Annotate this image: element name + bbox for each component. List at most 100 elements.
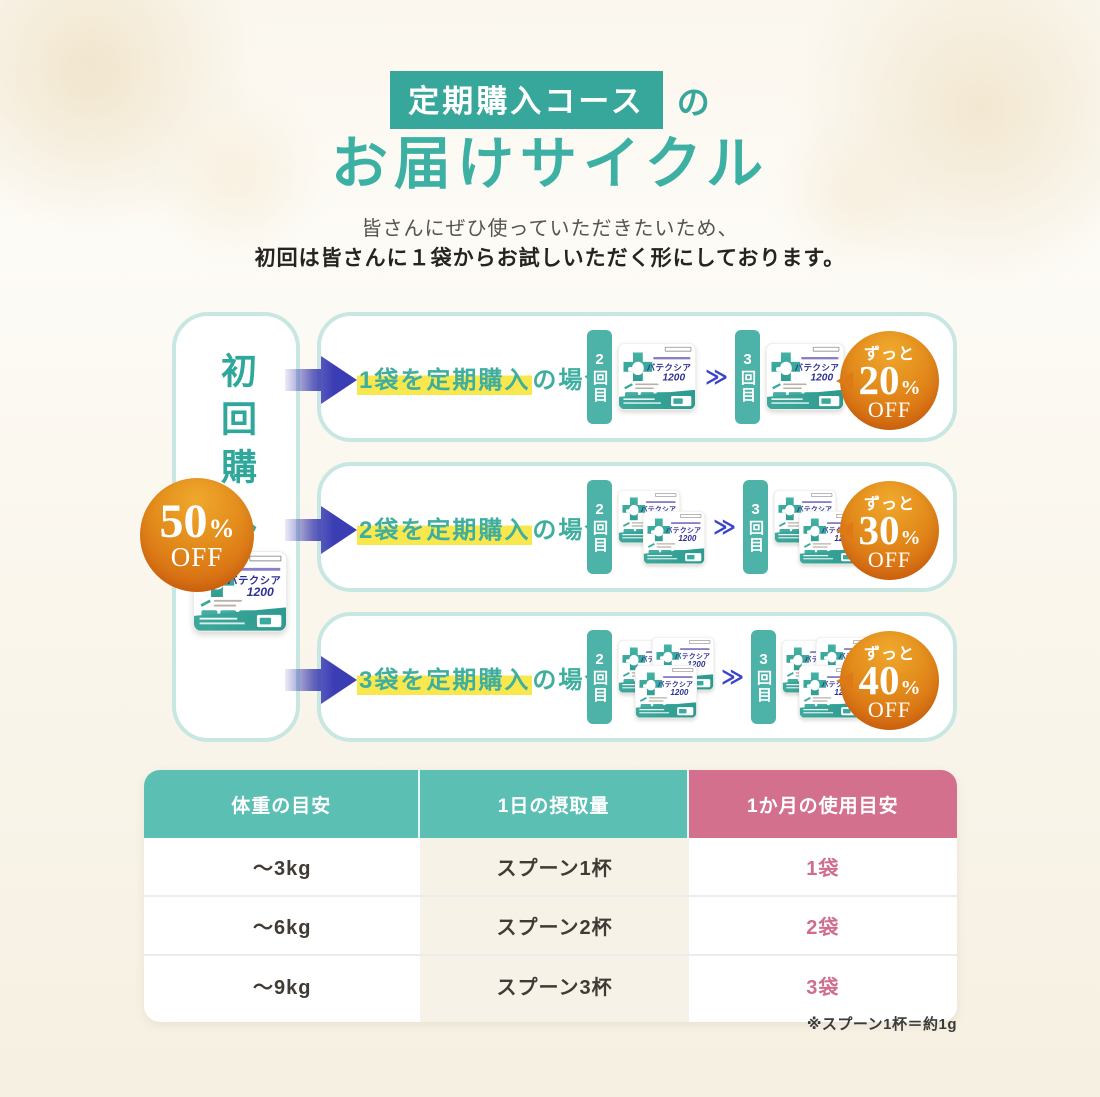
product-name: バテクシア [665, 527, 702, 535]
maker-logo-icon [200, 599, 211, 607]
package-registration-label [811, 493, 833, 497]
target-dog-chip [625, 392, 639, 398]
product-name: バテクシア [640, 506, 677, 514]
off-label: OFF [867, 397, 912, 423]
discount-30-badge: ずっと 30% OFF [836, 481, 939, 580]
package-registration-label [689, 639, 711, 644]
target-dog-chip [623, 678, 635, 683]
option-label: 2袋を定期購入 の場合 [357, 466, 610, 588]
target-dog-chip [623, 529, 635, 534]
delivery-cycle-cluster: 2回目 バテクシア 1200 バテクシア 1200 ≫ 3回目 バ [587, 466, 862, 588]
percent-sign: % [208, 513, 235, 543]
package-tagline [679, 647, 710, 650]
title-badge: 定期購入コース [390, 71, 663, 129]
package-tagline [801, 501, 832, 504]
table-cell: 3袋 [806, 976, 840, 999]
package-registration-label [664, 346, 692, 352]
table-cell: 〜3kg [252, 858, 312, 880]
off-label: OFF [867, 547, 912, 573]
package-tagline [235, 567, 281, 571]
footnote: ※スプーン1杯＝約1g [806, 1016, 957, 1033]
maker-logo-icon [772, 383, 781, 390]
pack-cluster: バテクシア 1200 バテクシア 1200 バテクシア 1200 [618, 636, 714, 718]
target-dog-chip [804, 703, 816, 708]
cycle-2-tab: 2回目 [587, 330, 612, 424]
target-dog-chip [787, 678, 799, 683]
usage-table: 体重の目安 1日の摂取量 1か月の使用目安 〜3kg スプーン1杯 1袋 〜6k… [144, 770, 957, 1022]
table-cell: スプーン2杯 [420, 897, 689, 954]
table-cell: 〜9kg [252, 976, 312, 999]
option-label: 3袋を定期購入 の場合 [357, 616, 610, 738]
product-package: バテクシア 1200 [618, 343, 696, 411]
delivery-cycle-cluster: 2回目 バテクシア 1200 ≫ 3回目 バテクシア 1200 [587, 316, 846, 438]
target-dog-chip [640, 703, 652, 708]
discount-value: 50 [159, 494, 208, 548]
always-label: ずっと [863, 345, 915, 363]
pack-cluster: バテクシア 1200 バテクシア 1200 [618, 490, 706, 565]
table-row: 〜6kg スプーン2杯 2袋 [144, 895, 957, 954]
cycle-2-tab: 2回目 [587, 480, 612, 574]
table-header-row: 体重の目安 1日の摂取量 1か月の使用目安 [144, 770, 957, 838]
target-dog-chip [779, 529, 791, 534]
package-tagline [670, 522, 701, 525]
percent-sign: % [900, 376, 921, 399]
table-cell: 1袋 [806, 858, 840, 880]
cycle-3-tab: 3回目 [735, 330, 761, 424]
cycle-3-tab: 3回目 [743, 480, 769, 574]
maker-logo-icon [622, 671, 630, 677]
discount-value: 40 [858, 656, 900, 703]
product-size: 1200 [246, 584, 274, 599]
package-tagline [662, 675, 693, 678]
discount-40-badge: ずっと 40% OFF [836, 631, 939, 730]
product-size: 1200 [670, 686, 689, 697]
product-name: バテクシア [646, 363, 692, 373]
package-registration-label [680, 514, 702, 518]
product-size: 1200 [678, 533, 697, 543]
page-title: お届けサイクル [330, 133, 770, 196]
target-dog-chip [804, 550, 816, 555]
pack-cluster: バテクシア 1200 [766, 343, 846, 411]
discount-20-badge: ずっと 20% OFF [836, 331, 939, 430]
maker-logo-icon [803, 542, 811, 548]
maker-logo-icon [803, 696, 811, 702]
package-tagline [645, 501, 676, 504]
product-name: バテクシア [674, 652, 711, 661]
discount-50-badge: 50% OFF [140, 478, 254, 592]
package-registration-label [655, 493, 677, 497]
target-dog-chip [648, 550, 660, 555]
off-label: OFF [867, 697, 912, 723]
maker-logo-icon [622, 521, 630, 527]
table-header-monthly-usage: 1か月の使用目安 [688, 770, 957, 838]
table-cell: 〜6kg [252, 917, 312, 939]
title-row: 定期購入コース の [0, 71, 1100, 129]
always-label: ずっと [863, 645, 915, 663]
next-chevron-icon: ≫ [713, 514, 737, 539]
subscription-option-row-1: 1袋を定期購入 の場合 2回目 バテクシア 1200 ≫ 3回目 バテクシア 12… [285, 312, 957, 442]
product-name: バテクシア [227, 575, 282, 587]
package-tagline [653, 357, 691, 360]
maker-logo-icon [639, 696, 647, 702]
percent-sign: % [900, 526, 921, 549]
product-size: 1200 [810, 371, 834, 383]
percent-sign: % [900, 676, 921, 699]
table-row: 〜9kg スプーン3杯 3袋 [144, 954, 957, 1022]
lead-text-2: 初回は皆さんに１袋からお試しいただく形にしております。 [254, 247, 846, 270]
option-label: 1袋を定期購入 の場合 [357, 316, 610, 438]
maker-logo-icon [778, 521, 786, 527]
product-name: バテクシア [657, 680, 694, 689]
package-tagline [801, 357, 839, 360]
table-header-daily-intake: 1日の摂取量 [420, 770, 689, 838]
next-chevron-icon: ≫ [705, 364, 729, 389]
package-registration-label [249, 555, 282, 562]
cycle-3-tab: 3回目 [751, 630, 777, 724]
off-label: OFF [170, 542, 224, 573]
product-size: 1200 [687, 658, 706, 669]
maker-logo-icon [624, 383, 633, 390]
table-cell: スプーン3杯 [420, 956, 689, 1022]
discount-value: 30 [858, 506, 900, 553]
product-package: バテクシア 1200 [643, 511, 705, 565]
product-package: バテクシア 1200 [635, 664, 697, 718]
